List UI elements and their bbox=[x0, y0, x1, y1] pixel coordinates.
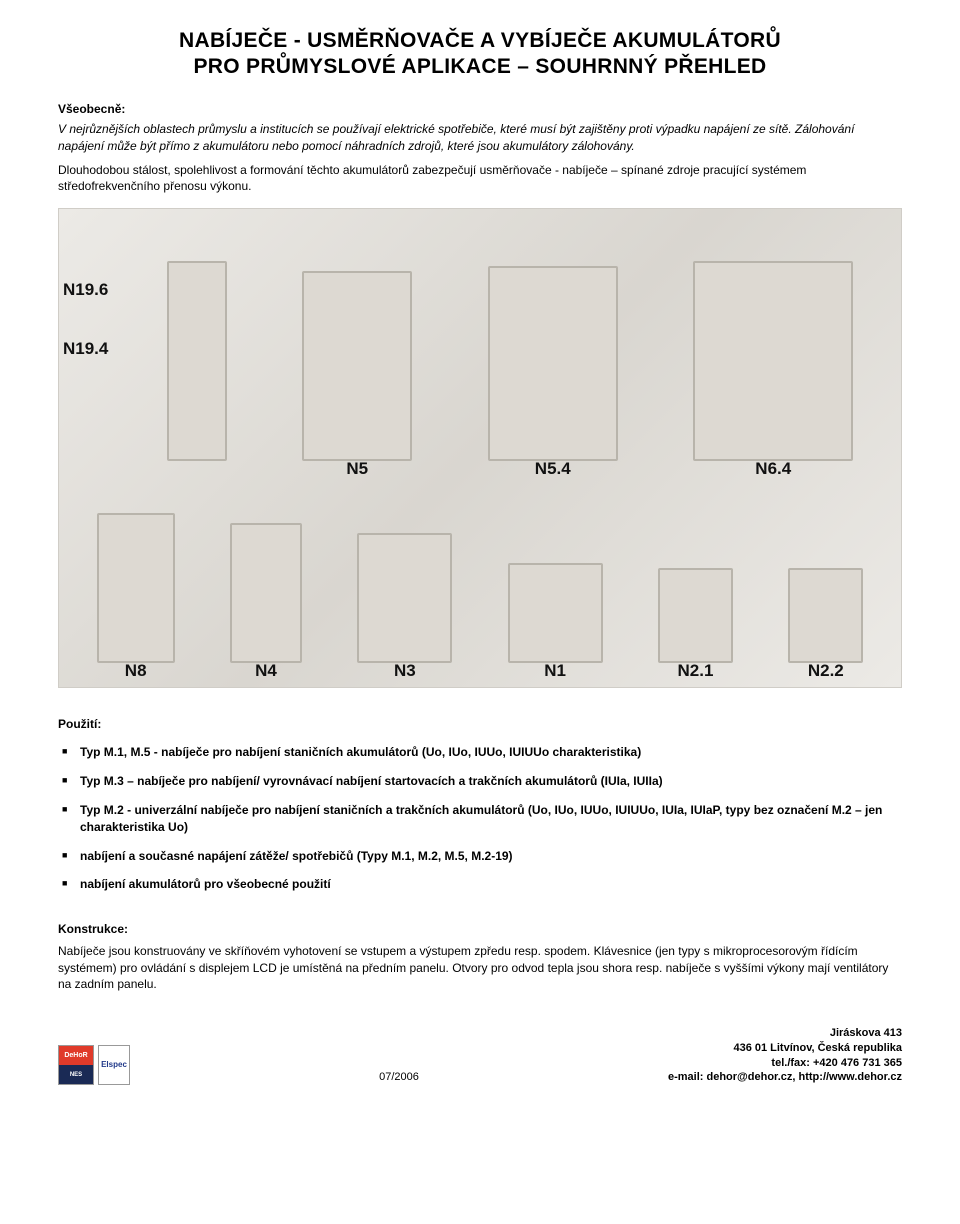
model-label: N1 bbox=[544, 660, 566, 683]
address-email: e-mail: dehor@dehor.cz, http://www.dehor… bbox=[668, 1070, 902, 1085]
product-cabinet: N6.4 bbox=[693, 261, 853, 461]
product-cabinet: N2.2 bbox=[788, 568, 863, 663]
footer-date: 07/2006 bbox=[379, 1070, 419, 1085]
logo-top-text: DeHoR bbox=[59, 1046, 93, 1065]
logo-bottom-text: NES bbox=[59, 1065, 93, 1084]
title-line-1: NABÍJEČE - USMĚRŇOVAČE A VYBÍJEČE AKUMUL… bbox=[58, 28, 902, 54]
side-model-labels: N19.6 N19.4 bbox=[63, 279, 108, 361]
model-label: N5 bbox=[346, 458, 368, 481]
intro-section: Všeobecně: V nejrůznějších oblastech prů… bbox=[58, 101, 902, 194]
product-cabinet: N5.4 bbox=[488, 266, 618, 461]
product-row-bottom: N8 N4 N3 N1 N2.1 N2.2 bbox=[69, 470, 891, 663]
product-cabinet: N1 bbox=[508, 563, 603, 663]
address-line-1: Jiráskova 413 bbox=[668, 1026, 902, 1041]
usage-heading: Použití: bbox=[58, 716, 902, 732]
product-cabinet: N3 bbox=[357, 533, 452, 663]
construction-heading: Konstrukce: bbox=[58, 921, 902, 937]
product-cabinet: N2.1 bbox=[658, 568, 733, 663]
model-label: N8 bbox=[125, 660, 147, 683]
usage-item: Typ M.3 – nabíječe pro nabíjení/ vyrovná… bbox=[58, 773, 902, 790]
usage-item: Typ M.1, M.5 - nabíječe pro nabíjení sta… bbox=[58, 744, 902, 761]
model-label: N6.4 bbox=[755, 458, 791, 481]
intro-paragraph-2: Dlouhodobou stálost, spolehlivost a form… bbox=[58, 162, 902, 194]
footer-address: Jiráskova 413 436 01 Litvínov, Česká rep… bbox=[668, 1026, 902, 1085]
model-label: N19.4 bbox=[63, 338, 108, 361]
model-label: N2.2 bbox=[808, 660, 844, 683]
intro-paragraph-1: V nejrůznějších oblastech průmyslu a ins… bbox=[58, 121, 902, 153]
product-row-top: N5 N5.4 N6.4 bbox=[69, 234, 891, 462]
usage-section: Použití: Typ M.1, M.5 - nabíječe pro nab… bbox=[58, 716, 902, 893]
elspec-logo: Elspec bbox=[98, 1045, 130, 1085]
intro-heading: Všeobecně: bbox=[58, 101, 902, 117]
model-label: N19.6 bbox=[63, 279, 108, 302]
usage-item: Typ M.2 - univerzální nabíječe pro nabíj… bbox=[58, 802, 902, 836]
model-label: N5.4 bbox=[535, 458, 571, 481]
construction-section: Konstrukce: Nabíječe jsou konstruovány v… bbox=[58, 921, 902, 992]
usage-list: Typ M.1, M.5 - nabíječe pro nabíjení sta… bbox=[58, 744, 902, 893]
dehor-logo: DeHoR NES bbox=[58, 1045, 94, 1085]
product-lineup-image: N19.6 N19.4 N5 N5.4 N6.4 N8 N4 N3 N1 N2.… bbox=[58, 208, 902, 688]
document-title: NABÍJEČE - USMĚRŇOVAČE A VYBÍJEČE AKUMUL… bbox=[58, 28, 902, 79]
usage-item: nabíjení akumulátorů pro všeobecné použi… bbox=[58, 876, 902, 893]
product-cabinet: N4 bbox=[230, 523, 302, 663]
address-tel: tel./fax: +420 476 731 365 bbox=[668, 1056, 902, 1071]
footer-logos: DeHoR NES Elspec bbox=[58, 1045, 130, 1085]
page-footer: DeHoR NES Elspec 07/2006 Jiráskova 413 4… bbox=[58, 1026, 902, 1085]
model-label: N4 bbox=[255, 660, 277, 683]
model-label: N2.1 bbox=[678, 660, 714, 683]
title-line-2: PRO PRŮMYSLOVÉ APLIKACE – SOUHRNNÝ PŘEHL… bbox=[58, 54, 902, 80]
product-cabinet bbox=[167, 261, 227, 461]
address-line-2: 436 01 Litvínov, Česká republika bbox=[668, 1041, 902, 1056]
model-label: N3 bbox=[394, 660, 416, 683]
usage-item: nabíjení a současné napájení zátěže/ spo… bbox=[58, 848, 902, 865]
product-cabinet: N8 bbox=[97, 513, 175, 663]
construction-paragraph: Nabíječe jsou konstruovány ve skříňovém … bbox=[58, 943, 902, 992]
product-cabinet: N5 bbox=[302, 271, 412, 461]
logo2-text: Elspec bbox=[101, 1061, 127, 1069]
